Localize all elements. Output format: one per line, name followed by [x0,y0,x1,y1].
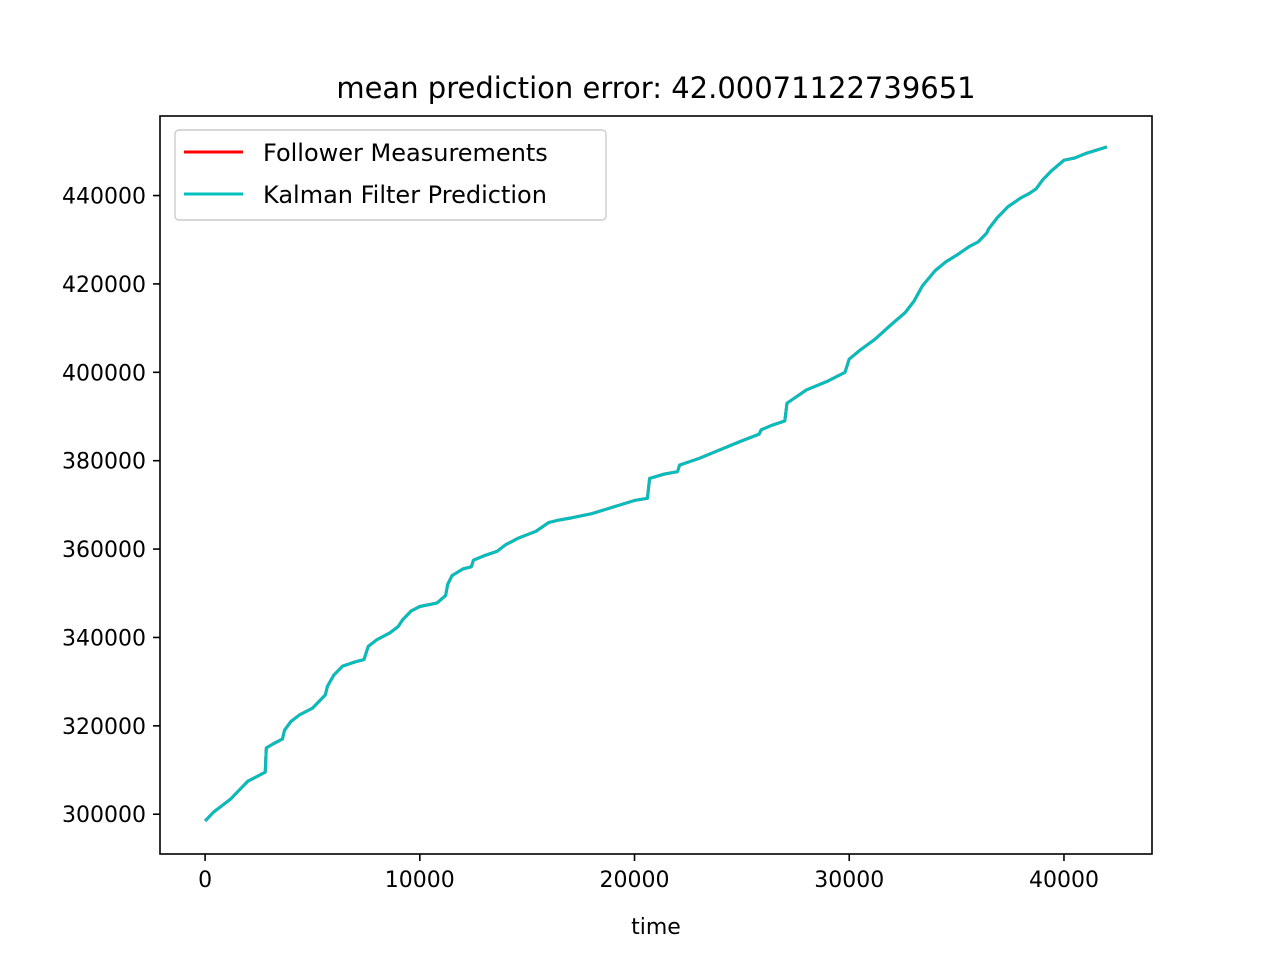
y-tick-label: 380000 [62,450,146,475]
legend-label-prediction: Kalman Filter Prediction [263,181,547,209]
plot-frame [159,115,1153,855]
x-tick-label: 20000 [600,868,670,893]
x-axis-label: time [631,915,681,940]
y-tick-label: 400000 [62,361,146,386]
x-tick-label: 30000 [814,868,884,893]
chart-title: mean prediction error: 42.00071122739651 [336,71,975,105]
legend-label-measurements: Follower Measurements [263,139,548,167]
y-tick-label: 300000 [62,803,146,828]
series-layer [204,145,1108,822]
y-tick-label: 340000 [62,626,146,651]
y-tick-label: 420000 [62,273,146,298]
legend-box [174,129,607,221]
x-tick-label: 10000 [385,868,455,893]
y-axis-ticks: 300000 320000 340000 360000 380000 400000 4200… [62,185,160,828]
x-tick-label: 40000 [1029,868,1099,893]
legend: Follower Measurements Kalman Filter Pred… [174,129,607,221]
y-tick-label: 440000 [62,185,146,210]
x-axis-ticks: 0 10000 20000 30000 40000 [198,854,1099,893]
x-tick-label: 0 [198,868,212,893]
series-line-kalman-filter-prediction [204,145,1108,822]
y-tick-label: 320000 [62,715,146,740]
y-tick-label: 360000 [62,538,146,563]
